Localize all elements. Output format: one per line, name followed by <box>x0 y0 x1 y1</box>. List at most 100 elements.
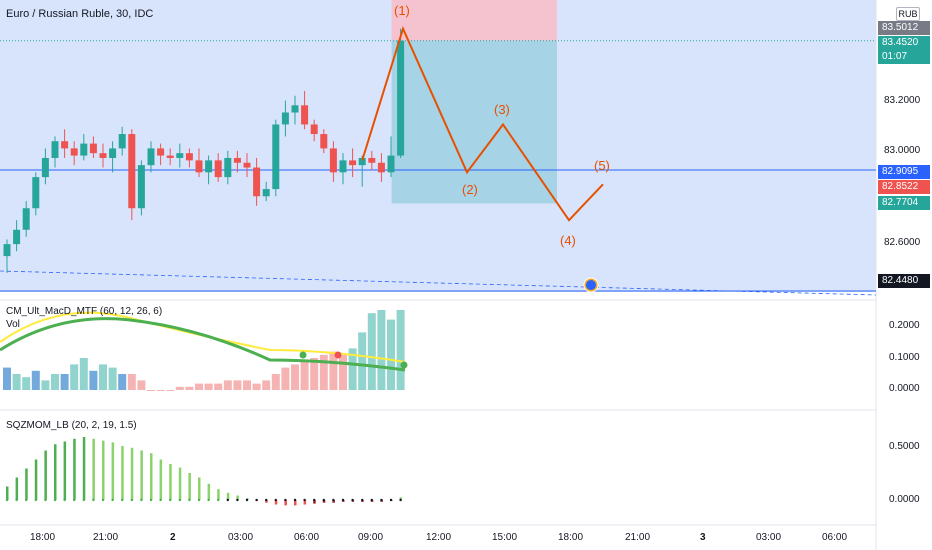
price-tag-last: 83.4520 <box>878 36 930 50</box>
macd-histogram-bar <box>204 383 213 390</box>
wave-label-4: (4) <box>560 233 576 248</box>
sqz-tick: 0.0000 <box>889 494 920 505</box>
sqz-dot <box>332 498 335 502</box>
macd-histogram-bar <box>319 354 328 390</box>
sqz-histogram-bar <box>207 483 211 500</box>
macd-histogram-bar <box>51 374 59 390</box>
candle-body <box>243 162 251 168</box>
macd-histogram-bar <box>156 390 165 391</box>
sqz-dot <box>82 498 86 502</box>
sqz-histogram-bar <box>92 438 95 500</box>
candle-body <box>291 105 299 113</box>
candle-body <box>137 165 145 209</box>
macd-line <box>0 317 406 372</box>
candle-body <box>214 160 222 178</box>
sqz-histogram-bar <box>169 464 172 500</box>
price-tick: 83.2000 <box>884 95 921 106</box>
sqz-dot <box>341 498 345 502</box>
candle-body <box>387 155 395 173</box>
sqz-histogram-bar <box>399 497 403 500</box>
symbol-title[interactable]: Euro / Russian Ruble, 30, IDC <box>6 8 154 20</box>
price-tag-stop: 82.8522 <box>878 180 930 194</box>
price-tick: 82.6000 <box>884 237 921 248</box>
sqz-histogram-bar <box>313 500 316 504</box>
sqz-dot <box>149 498 153 502</box>
sqz-dot <box>92 498 95 502</box>
macd-tick: 0.0000 <box>889 383 920 394</box>
macd-cross-dot <box>299 351 307 359</box>
sqz-histogram-bar <box>188 473 191 500</box>
sqz-histogram-bar <box>54 444 57 500</box>
sqz-dot <box>265 498 268 502</box>
candle-body <box>128 134 136 209</box>
sqz-dot <box>197 498 201 502</box>
sqz-histogram-bar <box>294 500 297 506</box>
wave-label-1: (1) <box>394 3 410 18</box>
sqz-histogram-bar <box>140 450 143 500</box>
sqz-dot <box>34 498 37 502</box>
elliott-wave-path <box>361 25 604 222</box>
candle-body <box>176 153 184 158</box>
sqz-indicator-label[interactable]: SQZMOM_LB (20, 2, 19, 1.5) <box>6 420 137 431</box>
macd-histogram-bar <box>147 390 155 391</box>
candle-body <box>349 160 357 166</box>
candle-body <box>195 160 203 173</box>
event-marker-inner <box>586 280 596 290</box>
candle-body <box>99 153 107 158</box>
sqz-histogram-bar <box>73 438 76 500</box>
volume-indicator-label[interactable]: Vol <box>6 319 20 330</box>
sqz-dot <box>255 498 258 502</box>
sqz-histogram-bar <box>303 500 307 505</box>
macd-histogram-bar <box>166 390 175 391</box>
sqz-dot <box>322 498 325 502</box>
time-label: 06:00 <box>822 532 848 543</box>
macd-histogram-bar <box>70 364 79 390</box>
sqz-histogram-bar <box>15 477 19 500</box>
macd-histogram-bar <box>31 370 40 390</box>
candle-body <box>80 143 88 156</box>
sqz-dot <box>188 498 191 502</box>
macd-histogram-bar <box>89 370 98 390</box>
macd-signal-line <box>0 311 406 363</box>
sqz-dot <box>140 498 143 502</box>
time-label: 15:00 <box>492 532 518 543</box>
macd-histogram-bar <box>377 310 386 390</box>
sqz-histogram-bar <box>265 500 268 503</box>
candle-body <box>157 148 165 156</box>
sqz-histogram-bar <box>217 489 220 500</box>
macd-histogram-bar <box>12 374 21 390</box>
candle-body <box>329 148 337 173</box>
sqz-dot <box>236 498 239 502</box>
time-label: 06:00 <box>294 532 320 543</box>
sqz-histogram-bar <box>63 441 67 500</box>
sqz-dot <box>303 498 306 502</box>
sqz-dot <box>178 498 181 502</box>
candle-body <box>262 189 270 197</box>
candle-body <box>301 105 309 125</box>
currency-button[interactable]: RUB <box>896 7 920 21</box>
candle-body <box>224 157 232 178</box>
sqz-dot <box>111 498 114 502</box>
macd-histogram-bar <box>252 383 261 390</box>
macd-indicator-label[interactable]: CM_Ult_MacD_MTF (60, 12, 26, 6) <box>6 306 163 317</box>
sqz-histogram-bar <box>111 442 115 500</box>
macd-histogram-bar <box>99 364 107 390</box>
macd-histogram-bar <box>329 351 338 390</box>
sqz-dot <box>361 498 364 502</box>
candle-body <box>358 157 366 166</box>
candle-body <box>310 124 318 135</box>
take-profit-zone <box>391 40 557 204</box>
time-label: 09:00 <box>358 532 384 543</box>
macd-histogram-bar <box>233 380 242 390</box>
sqz-histogram-bar <box>130 447 134 500</box>
sqz-histogram-bar <box>284 500 287 506</box>
macd-histogram-bar <box>22 377 31 390</box>
time-label: 21:00 <box>625 532 651 543</box>
sqz-dot <box>380 498 383 502</box>
macd-histogram-bar <box>367 313 376 390</box>
candle-body <box>22 208 30 230</box>
sqz-dot <box>73 498 76 502</box>
macd-histogram-bar <box>41 380 50 390</box>
time-label: 18:00 <box>558 532 584 543</box>
